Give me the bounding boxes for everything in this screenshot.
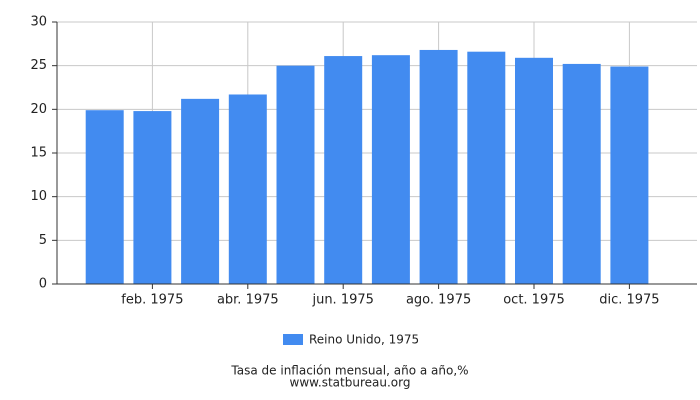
y-tick-label: 20 — [30, 102, 47, 117]
bar — [562, 63, 601, 284]
y-tick-label: 30 — [30, 15, 47, 30]
x-tick-label: jun. 1975 — [311, 293, 373, 308]
bar — [324, 56, 363, 285]
legend-swatch — [283, 334, 303, 345]
legend-label: Reino Unido, 1975 — [309, 333, 419, 347]
bar — [228, 94, 267, 284]
bar — [467, 51, 506, 285]
y-tick-label: 15 — [30, 146, 47, 161]
source: www.statbureau.org — [290, 376, 411, 390]
bar — [515, 57, 553, 284]
bar — [133, 111, 172, 284]
x-tick-label: feb. 1975 — [121, 293, 183, 308]
x-tick-label: ago. 1975 — [406, 293, 471, 308]
y-tick-label: 25 — [30, 58, 47, 73]
y-tick-label: 0 — [39, 277, 47, 292]
bar — [610, 66, 649, 284]
bar — [419, 49, 458, 284]
bar — [276, 65, 315, 285]
y-tick-label: 10 — [30, 189, 47, 204]
bar — [371, 55, 410, 284]
bar — [181, 98, 220, 284]
caption: Tasa de inflación mensual, año a año,% — [230, 364, 468, 378]
y-tick-label: 5 — [39, 233, 47, 248]
bar — [85, 110, 124, 284]
x-tick-label: abr. 1975 — [217, 293, 279, 308]
x-tick-label: dic. 1975 — [599, 293, 659, 308]
x-tick-label: oct. 1975 — [503, 293, 565, 308]
